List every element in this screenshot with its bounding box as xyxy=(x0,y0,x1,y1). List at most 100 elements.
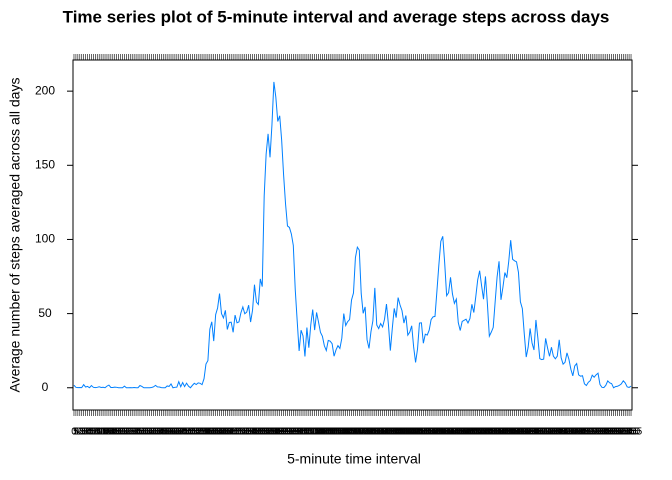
x-tick-label: 650 xyxy=(225,427,242,438)
x-tick-label: 835 xyxy=(266,427,283,438)
x-tick-label: 1300 xyxy=(366,427,389,438)
x-tick-label: 1005 xyxy=(298,427,321,438)
x-tick-label: 900 xyxy=(275,427,292,438)
x-tick-label: 55 xyxy=(90,427,102,438)
x-tick-label: 940 xyxy=(291,427,308,438)
x-tick-label: 2310 xyxy=(602,427,625,438)
x-tick-label: 2335 xyxy=(612,427,635,438)
x-tick-label: 1845 xyxy=(500,427,523,438)
x-tick-label: 335 xyxy=(149,427,166,438)
x-tick-label: 755 xyxy=(250,427,267,438)
x-tick-label: 1150 xyxy=(339,427,361,438)
x-tick-label: 955 xyxy=(297,427,314,438)
x-tick-label: 1555 xyxy=(434,427,457,438)
x-tick-label: 125 xyxy=(99,427,116,438)
x-tick-label: 745 xyxy=(246,427,263,438)
x-tick-label: 155 xyxy=(110,427,127,438)
x-tick-label: 1800 xyxy=(482,427,505,438)
x-tick-label: 1830 xyxy=(494,427,517,438)
x-tick-label: 2255 xyxy=(597,427,620,438)
x-tick-label: 2045 xyxy=(546,427,569,438)
x-tick-label: 225 xyxy=(122,427,139,438)
x-tick-label: 1835 xyxy=(496,427,519,438)
x-tick-label: 5 xyxy=(73,427,79,438)
x-tick-label: 1200 xyxy=(342,427,365,438)
x-tick-label: 25 xyxy=(78,427,90,438)
x-tick-label: 625 xyxy=(215,427,232,438)
x-tick-label: 610 xyxy=(209,427,226,438)
x-tick-label: 400 xyxy=(159,427,176,438)
x-tick-label: 700 xyxy=(229,427,246,438)
x-tick-label: 1145 xyxy=(337,427,359,438)
x-tick-label: 1415 xyxy=(395,427,418,438)
x-tick-label: 840 xyxy=(267,427,284,438)
x-tick-label: 1520 xyxy=(420,427,443,438)
x-tick-label: 1110 xyxy=(324,427,345,438)
x-tick-label: 1255 xyxy=(364,427,387,438)
x-tick-label: 2145 xyxy=(569,427,592,438)
x-tick-label: 1335 xyxy=(379,427,402,438)
x-tick-label: 2110 xyxy=(556,427,578,438)
x-tick-label: 1650 xyxy=(455,427,478,438)
x-tick-label: 1855 xyxy=(503,427,526,438)
x-tick-label: 555 xyxy=(203,427,220,438)
x-tick-label: 2205 xyxy=(577,427,600,438)
x-tick-label: 1325 xyxy=(375,427,398,438)
x-tick-label: 1735 xyxy=(472,427,495,438)
x-tick-label: 1550 xyxy=(432,427,455,438)
x-tick-label: 450 xyxy=(178,427,195,438)
x-tick-label: 525 xyxy=(192,427,209,438)
x-tick-label: 2300 xyxy=(599,427,622,438)
x-tick-label: 2140 xyxy=(567,427,590,438)
x-tick-label: 20 xyxy=(76,427,88,438)
x-tick-label: 845 xyxy=(269,427,286,438)
x-tick-label: 415 xyxy=(165,427,182,438)
x-tick-label: 1230 xyxy=(354,427,377,438)
x-tick-label: 215 xyxy=(118,427,135,438)
x-tick-label: 550 xyxy=(201,427,218,438)
x-tick-label: 1420 xyxy=(397,427,420,438)
x-tick-label: 740 xyxy=(244,427,261,438)
x-tick-label: 640 xyxy=(221,427,238,438)
x-tick-label: 710 xyxy=(233,427,250,438)
x-tick-label: 1625 xyxy=(445,427,468,438)
x-tick-label: 1220 xyxy=(350,427,373,438)
x-tick-label: 800 xyxy=(252,427,269,438)
x-tick-label: 2020 xyxy=(536,427,559,438)
x-tick-label: 1740 xyxy=(474,427,497,438)
x-tick-label: 1240 xyxy=(358,427,381,438)
x-tick-label: 1405 xyxy=(391,427,414,438)
x-tick-label: 2230 xyxy=(587,427,610,438)
x-tick-label: 1815 xyxy=(488,427,511,438)
x-tick-label: 1930 xyxy=(517,427,540,438)
x-tick-label: 1715 xyxy=(465,427,488,438)
x-tick-label: 1920 xyxy=(513,427,536,438)
x-tick-label: 1000 xyxy=(296,427,319,438)
x-tick-label: 235 xyxy=(126,427,143,438)
x-tick-label: 355 xyxy=(157,427,174,438)
x-tick-label: 30 xyxy=(80,427,92,438)
x-tick-label: 1350 xyxy=(385,427,408,438)
x-tick-label: 1605 xyxy=(437,427,460,438)
x-tick-label: 340 xyxy=(151,427,168,438)
x-tick-label: 2010 xyxy=(533,427,556,438)
x-tick-label: 730 xyxy=(240,427,257,438)
x-tick-label: 1645 xyxy=(453,427,476,438)
x-tick-label: 830 xyxy=(264,427,281,438)
x-tick-label: 820 xyxy=(260,427,277,438)
x-tick-label: 410 xyxy=(163,427,180,438)
x-tick-label: 1455 xyxy=(410,427,433,438)
y-tick-label: 50 xyxy=(38,306,52,320)
x-tick-label: 1355 xyxy=(387,427,410,438)
x-tick-label: 935 xyxy=(289,427,306,438)
x-tick-label: 455 xyxy=(180,427,197,438)
x-tick-label: 425 xyxy=(168,427,185,438)
x-tick-label: 915 xyxy=(281,427,298,438)
x-tick-label: 505 xyxy=(184,427,201,438)
x-tick-label: 1310 xyxy=(370,427,393,438)
x-tick-label: 2040 xyxy=(544,427,567,438)
x-tick-label: 535 xyxy=(196,427,213,438)
x-tick-label: 2100 xyxy=(552,427,575,438)
x-tick-label: 1655 xyxy=(457,427,480,438)
